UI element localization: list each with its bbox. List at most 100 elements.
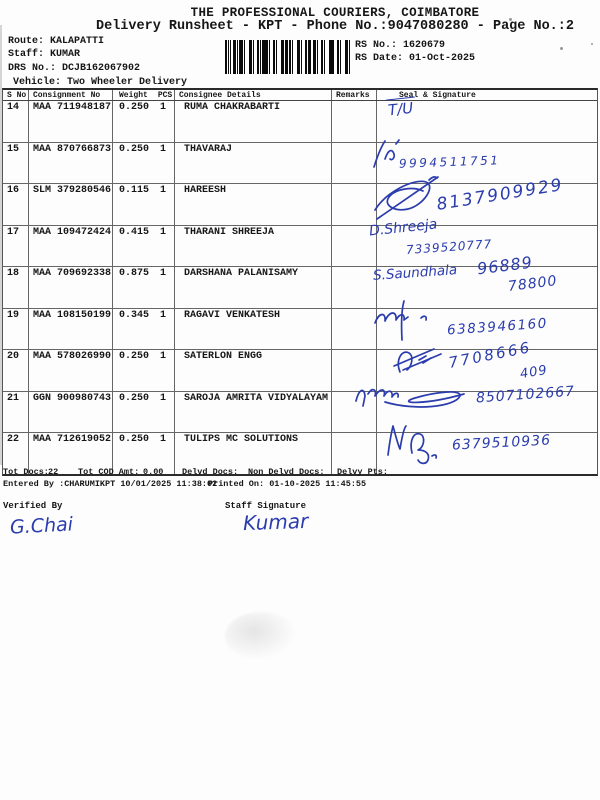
cell-consignee: DARSHANA PALANISAMY <box>175 267 332 308</box>
cell-consignee: RUMA CHAKRABARTI <box>175 101 332 142</box>
cell-consignee: THAVARAJ <box>175 142 332 183</box>
cell-consignment: MAA 578026990 <box>29 350 113 391</box>
printed-on-line: Printed On: 01-10-2025 11:45:55 <box>208 479 367 489</box>
company-title: THE PROFESSIONAL COURIERS, COIMBATORE <box>190 6 480 20</box>
cell-pcs: 1 <box>159 309 166 321</box>
route-line: Route: KALAPATTI <box>8 36 104 47</box>
cell-consignment: MAA 712619052 <box>29 433 113 474</box>
header-sno: S No <box>3 90 29 100</box>
table-row: 22 MAA 712619052 0.250 1 TULIPS MC SOLUTI… <box>3 433 597 474</box>
cell-weight: 0.415 <box>119 226 150 238</box>
signature-row14: T/U <box>385 96 418 120</box>
cell-remarks <box>332 267 377 308</box>
cell-consignment: MAA 109472424 <box>29 225 113 266</box>
cell-consignee: SAROJA AMRITA VIDYALAYAM <box>175 391 332 432</box>
drs-value: DCJB162067902 <box>62 63 141 74</box>
scan-smudge <box>225 612 297 660</box>
cell-weight: 0.250 <box>119 143 150 155</box>
signature-scribble <box>387 425 438 465</box>
cell-pcs: 1 <box>159 434 166 445</box>
cell-weight-pcs: 0.250 1 <box>113 142 175 183</box>
signature-scribble <box>374 176 439 220</box>
cell-consignee: TULIPS MC SOLUTIONS <box>175 433 332 474</box>
cell-sno: 20 <box>3 350 29 391</box>
cell-remarks <box>332 184 377 225</box>
drs-line: DRS No.: DCJB162067902 <box>8 63 140 74</box>
route-value: KALAPATTI <box>50 36 105 47</box>
rs-date: RS Date: 01-Oct-2025 <box>355 53 476 64</box>
header-consignee: Consignee Details <box>175 90 332 100</box>
table-row: 15 MAA 870766873 0.250 1 THAVARAJ <box>3 142 597 184</box>
cell-sno: 15 <box>3 142 29 183</box>
scan-speck <box>560 47 563 50</box>
cell-consignment: MAA 108150199 <box>29 308 113 349</box>
cell-weight: 0.250 <box>119 392 150 404</box>
table-row: 21 GGN 900980743 0.250 1 SAROJA AMRITA VI… <box>3 391 597 433</box>
signature-text: T/U <box>385 96 418 120</box>
signature-scribble <box>373 139 400 168</box>
header-remarks: Remarks <box>332 90 377 100</box>
verified-by-signature: G.Chai <box>9 513 74 539</box>
table-row: 16 SLM 379280546 0.115 1 HAREESH <box>3 184 597 226</box>
cell-weight-pcs: 0.345 1 <box>113 308 175 349</box>
cell-sno: 21 <box>3 391 29 432</box>
cell-remarks <box>332 225 377 266</box>
table-row: 19 MAA 108150199 0.345 1 RAGAVI VENKATESH <box>3 308 597 350</box>
table-row: 20 MAA 578026990 0.250 1 SATERLON ENGG <box>3 350 597 392</box>
cell-weight: 0.115 <box>119 185 150 196</box>
cell-weight: 0.875 <box>119 268 150 279</box>
cell-consignment: GGN 900980743 <box>29 391 113 432</box>
cell-sno: 16 <box>3 184 29 225</box>
delvy-pts-label: Delvy Pts: <box>337 467 389 477</box>
cell-consignee: HAREESH <box>175 184 332 225</box>
tot-docs-value: 22 <box>48 467 59 477</box>
staff-label: Staff: <box>8 49 45 60</box>
cell-consignment: MAA 709692338 <box>29 267 113 308</box>
staff-signature-label: Staff Signature <box>225 501 307 511</box>
cell-sno: 18 <box>3 267 29 308</box>
route-label: Route: <box>8 36 45 47</box>
table-header-row: S No Consignment No Weight PCS Consignee … <box>3 90 597 101</box>
header-weight-pcs: Weight PCS <box>113 90 175 100</box>
tot-cod-label: Tot COD Amt: <box>78 467 140 477</box>
cell-consignee: SATERLON ENGG <box>175 350 332 391</box>
cell-pcs: 1 <box>159 392 166 404</box>
cell-sno: 19 <box>3 308 29 349</box>
table-row: 14 MAA 711948187 0.250 1 RUMA CHAKRABARTI <box>3 101 597 143</box>
cell-pcs: 1 <box>159 268 166 279</box>
tot-cod-value: 0.00 <box>143 467 164 477</box>
cell-remarks <box>332 308 377 349</box>
cell-weight-pcs: 0.250 1 <box>113 391 175 432</box>
cell-consignment: MAA 711948187 <box>29 101 113 142</box>
drs-label: DRS No.: <box>8 63 57 74</box>
tot-docs-label: Tot Docs: <box>3 467 49 477</box>
signature-scribble <box>355 388 465 408</box>
staff-signature: Kumar <box>242 508 309 536</box>
cell-consignee: THARANI SHREEJA <box>175 225 332 266</box>
cell-weight-pcs: 0.115 1 <box>113 184 175 225</box>
rs-number: RS No.: 1620679 <box>355 40 446 51</box>
staff-value: KUMAR <box>50 49 81 60</box>
barcode <box>225 40 352 74</box>
cell-weight: 0.345 <box>119 309 150 321</box>
cell-pcs: 1 <box>159 226 166 238</box>
scan-edge-shadow <box>0 25 2 465</box>
cell-sno: 14 <box>3 101 29 142</box>
cell-remarks <box>332 142 377 183</box>
cell-consignment: MAA 870766873 <box>29 142 113 183</box>
scan-speck <box>591 43 593 45</box>
cell-pcs: 1 <box>159 185 166 196</box>
header-seal: Seal & Signature <box>399 91 476 100</box>
vehicle-label: Vehicle: <box>13 77 62 88</box>
cell-weight: 0.250 <box>119 102 150 113</box>
cell-pcs: 1 <box>159 351 166 362</box>
cell-weight: 0.250 <box>119 351 150 362</box>
vehicle-value: Two Wheeler Delivery <box>67 77 188 88</box>
cell-weight-pcs: 0.250 1 <box>113 101 175 142</box>
entered-by-line: Entered By :CHARUMIKPT 10/01/2025 11:38:… <box>3 479 218 489</box>
cell-remarks <box>332 101 377 142</box>
cell-weight-pcs: 0.415 1 <box>113 225 175 266</box>
scan-speck <box>509 18 512 21</box>
cell-weight-pcs: 0.250 1 <box>113 433 175 474</box>
table-row: 17 MAA 109472424 0.415 1 THARANI SHREEJA <box>3 225 597 267</box>
